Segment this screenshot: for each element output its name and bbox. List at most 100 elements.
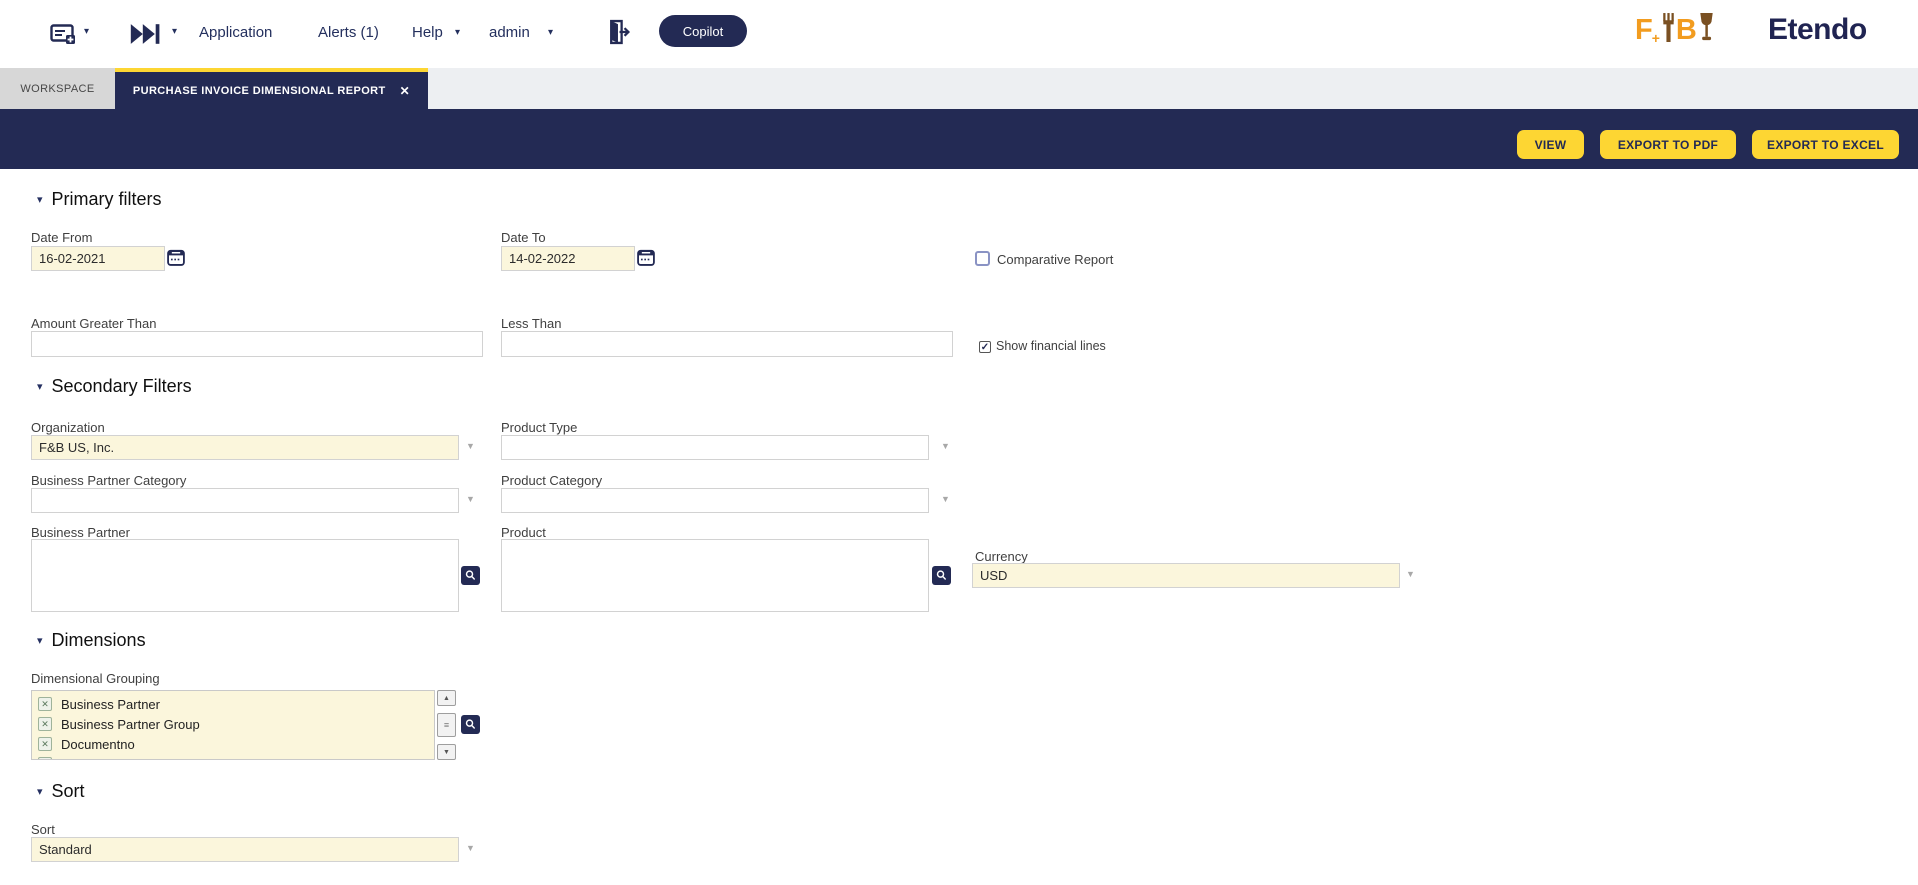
fb-company-logo: F + B [1635,12,1714,48]
etendo-logo: Etendo [1768,13,1867,46]
fast-forward-caret-icon[interactable]: ▾ [172,26,178,37]
product-type-dropdown-icon[interactable]: ▼ [941,441,950,451]
dimensional-grouping-search-icon[interactable] [461,715,480,734]
product-type-input[interactable] [501,435,929,460]
section-sort[interactable]: ▾ Sort [37,781,85,802]
bp-category-label: Business Partner Category [31,473,187,488]
scrollbar-thumb[interactable]: ≡ [437,713,456,737]
currency-dropdown-icon[interactable]: ▼ [1406,569,1415,579]
fork-icon [1662,12,1675,48]
business-partner-textarea[interactable] [31,539,459,612]
nav-admin[interactable]: admin [489,24,530,41]
form-menu-icon[interactable] [50,23,76,50]
organization-label: Organization [31,420,105,435]
organization-input[interactable] [31,435,459,460]
product-textarea[interactable] [501,539,929,612]
less-than-input[interactable] [501,331,953,357]
bp-category-input[interactable] [31,488,459,513]
copilot-button[interactable]: Copilot [659,15,747,47]
organization-dropdown-icon[interactable]: ▼ [466,441,475,451]
product-category-dropdown-icon[interactable]: ▼ [941,494,950,504]
currency-label: Currency [975,549,1028,564]
list-item[interactable]: ✕ Business Partner Group [32,714,434,734]
amount-greater-than-input[interactable] [31,331,483,357]
remove-item-icon[interactable]: ✕ [38,697,52,711]
product-category-input[interactable] [501,488,929,513]
show-financial-lines-label: Show financial lines [996,339,1106,353]
list-item[interactable]: ✕ Documentno [32,734,434,754]
wine-glass-icon [1699,12,1714,48]
collapse-arrow-icon: ▾ [37,194,43,206]
product-type-label: Product Type [501,420,578,435]
comparative-report-checkbox[interactable] [975,251,990,266]
section-title: Sort [51,781,85,801]
admin-caret-icon: ▾ [548,27,554,38]
sort-input[interactable] [31,837,459,862]
comparative-report-label: Comparative Report [997,252,1114,267]
form-menu-caret-icon[interactable]: ▾ [84,26,90,37]
remove-item-icon[interactable]: ✕ [38,737,52,751]
fb-logo-f: F [1635,13,1653,46]
date-from-label: Date From [31,230,93,245]
business-partner-label: Business Partner [31,525,130,540]
dimensional-grouping-list[interactable]: ✕ Business Partner ✕ Business Partner Gr… [31,690,435,760]
date-to-input[interactable] [501,246,635,271]
date-from-input[interactable] [31,246,165,271]
section-title: Primary filters [51,189,162,209]
fb-logo-plus: + [1651,30,1660,46]
list-item-label: Business Partner [61,696,160,712]
section-title: Secondary Filters [51,376,192,396]
dimensional-grouping-scrollbar[interactable]: ▲ ≡ ▼ [437,690,456,760]
tab-purchase-invoice-dimensional-report[interactable]: PURCHASE INVOICE DIMENSIONAL REPORT ✕ [115,68,428,109]
list-item[interactable]: ✕ Business Partner [32,694,434,714]
collapse-arrow-icon: ▾ [37,381,43,393]
business-partner-search-icon[interactable] [461,566,480,585]
dimensional-grouping-label: Dimensional Grouping [31,671,160,686]
fast-forward-icon[interactable] [128,22,162,51]
remove-item-icon[interactable]: ✕ [38,757,52,759]
top-navbar: ▾ ▾ Application Alerts (1) Help ▾ admin … [0,0,1918,68]
list-item[interactable]: ✕ Product [32,754,434,760]
section-primary-filters[interactable]: ▾ Primary filters [37,189,162,210]
section-title: Dimensions [51,630,146,650]
report-toolbar: VIEW EXPORT TO PDF EXPORT TO EXCEL [0,109,1918,169]
show-financial-lines-checkbox[interactable]: ✓ [979,341,991,353]
amount-greater-than-label: Amount Greater Than [31,316,157,331]
section-dimensions[interactable]: ▾ Dimensions [37,630,146,651]
export-to-pdf-button[interactable]: EXPORT TO PDF [1600,130,1736,159]
logout-icon[interactable] [606,18,631,52]
tab-label: PURCHASE INVOICE DIMENSIONAL REPORT [132,84,386,97]
product-label: Product [501,525,546,540]
checkmark-icon: ✓ [980,341,990,353]
date-to-label: Date To [501,230,546,245]
fb-logo-b: B [1675,13,1697,46]
product-search-icon[interactable] [932,566,951,585]
currency-input[interactable] [972,563,1400,588]
nav-help[interactable]: Help [412,24,443,41]
product-category-label: Product Category [501,473,603,488]
scroll-up-icon[interactable]: ▲ [437,690,456,706]
list-item-label: Product [61,757,106,760]
date-from-calendar-icon[interactable] [166,247,186,272]
bp-category-dropdown-icon[interactable]: ▼ [466,494,475,504]
nav-application[interactable]: Application [199,24,273,41]
nav-alerts[interactable]: Alerts (1) [318,24,379,41]
export-to-excel-button[interactable]: EXPORT TO EXCEL [1752,130,1899,159]
tab-bar: WORKSPACE PURCHASE INVOICE DIMENSIONAL R… [0,68,1918,109]
tab-close-icon[interactable]: ✕ [399,83,411,98]
collapse-arrow-icon: ▾ [37,635,43,647]
remove-item-icon[interactable]: ✕ [38,717,52,731]
list-item-label: Business Partner Group [61,716,200,732]
tab-workspace[interactable]: WORKSPACE [0,68,115,109]
less-than-label: Less Than [501,316,562,331]
collapse-arrow-icon: ▾ [37,786,43,798]
sort-label: Sort [31,822,55,837]
help-caret-icon: ▾ [455,27,461,38]
scroll-down-icon[interactable]: ▼ [437,744,456,760]
list-item-label: Documentno [61,736,135,752]
sort-dropdown-icon[interactable]: ▼ [466,843,475,853]
section-secondary-filters[interactable]: ▾ Secondary Filters [37,376,192,397]
date-to-calendar-icon[interactable] [636,247,656,272]
view-button[interactable]: VIEW [1517,130,1584,159]
